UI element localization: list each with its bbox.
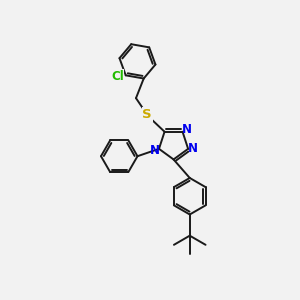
Text: S: S xyxy=(142,108,152,121)
Text: N: N xyxy=(182,123,191,136)
Text: Cl: Cl xyxy=(111,70,124,83)
Text: N: N xyxy=(188,142,198,155)
Text: N: N xyxy=(150,143,160,157)
